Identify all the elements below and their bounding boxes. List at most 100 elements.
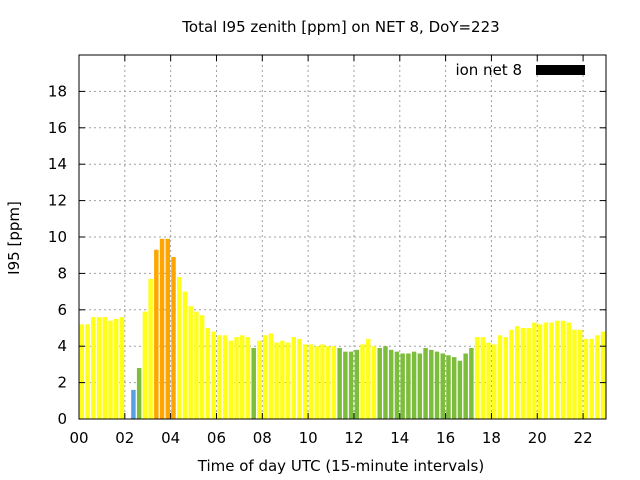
bar	[520, 328, 526, 419]
bar	[222, 335, 228, 419]
bar	[154, 249, 159, 419]
bar	[366, 338, 371, 419]
bar	[388, 349, 394, 419]
x-tick-label: 10	[299, 429, 318, 447]
bar	[199, 315, 205, 419]
bar	[337, 348, 342, 419]
bar	[85, 324, 90, 419]
bar	[102, 317, 108, 419]
bar	[434, 351, 440, 419]
x-tick-label: 22	[574, 429, 593, 447]
bar	[589, 338, 594, 419]
y-tick-label: 4	[57, 337, 67, 355]
bar	[171, 257, 176, 419]
y-tick-label: 12	[48, 192, 67, 210]
y-tick-label: 16	[48, 119, 67, 137]
bar	[480, 337, 486, 419]
legend-label: ion net 8	[455, 61, 522, 79]
bar	[217, 335, 222, 419]
bar	[188, 306, 193, 419]
bar	[400, 353, 405, 419]
x-tick-label: 08	[253, 429, 272, 447]
bar	[549, 322, 554, 419]
bar	[240, 335, 245, 419]
x-tick-label: 16	[436, 429, 455, 447]
bar	[492, 344, 497, 419]
bar	[577, 329, 583, 419]
legend: ion net 8	[455, 61, 585, 79]
bar	[423, 348, 428, 419]
bar	[360, 344, 365, 419]
x-tick-label: 14	[390, 429, 409, 447]
bar	[234, 337, 239, 419]
bar	[159, 238, 165, 419]
bar	[463, 353, 468, 419]
bar	[245, 337, 251, 419]
bar	[308, 344, 314, 419]
bar	[600, 331, 606, 419]
legend-swatch	[536, 65, 585, 75]
bar	[291, 337, 297, 419]
grid	[79, 55, 606, 419]
y-tick-label: 14	[48, 155, 67, 173]
bar	[205, 328, 211, 419]
x-tick-label: 06	[207, 429, 226, 447]
bar	[572, 329, 577, 419]
bar	[280, 340, 285, 419]
bar	[331, 346, 337, 419]
bar	[251, 348, 256, 419]
x-tick-label: 04	[161, 429, 180, 447]
bar	[142, 311, 148, 419]
x-axis-label: Time of day UTC (15-minute intervals)	[197, 457, 484, 475]
bar	[486, 342, 491, 419]
bars	[79, 238, 606, 419]
bar	[314, 346, 319, 419]
bar	[469, 348, 474, 419]
chart-title: Total I95 zenith [ppm] on NET 8, DoY=223	[181, 18, 499, 36]
bar	[394, 351, 400, 419]
x-tick-label: 12	[344, 429, 363, 447]
bar	[91, 317, 96, 419]
bar	[595, 335, 600, 419]
bar	[383, 346, 388, 419]
bar	[354, 349, 360, 419]
bar	[543, 322, 549, 419]
bar	[136, 368, 142, 419]
bar	[377, 348, 382, 419]
bar	[497, 335, 503, 419]
bar	[303, 344, 308, 419]
bar	[79, 324, 85, 419]
bar	[320, 344, 325, 419]
bar	[177, 277, 182, 419]
bar	[411, 351, 417, 419]
y-tick-label: 6	[57, 301, 67, 319]
bar	[560, 320, 566, 419]
bar	[194, 311, 199, 419]
bar	[457, 360, 463, 419]
bar	[343, 351, 348, 419]
bar	[371, 346, 377, 419]
x-tick-label: 00	[69, 429, 88, 447]
y-tick-label: 0	[57, 410, 67, 428]
bar	[108, 320, 113, 419]
bar	[503, 337, 508, 419]
x-tick-label: 02	[115, 429, 134, 447]
bar	[555, 320, 560, 419]
bar	[325, 346, 331, 419]
bar	[113, 318, 119, 419]
y-tick-label: 2	[57, 374, 67, 392]
bar	[297, 338, 302, 419]
bar	[474, 337, 480, 419]
bar	[509, 329, 514, 419]
bar	[451, 357, 457, 419]
bar	[532, 322, 537, 419]
bar	[583, 338, 589, 419]
bar	[514, 326, 520, 419]
bar	[537, 324, 543, 419]
bar	[119, 317, 125, 419]
bar	[268, 333, 274, 419]
bar	[211, 331, 216, 419]
x-tick-label: 18	[482, 429, 501, 447]
